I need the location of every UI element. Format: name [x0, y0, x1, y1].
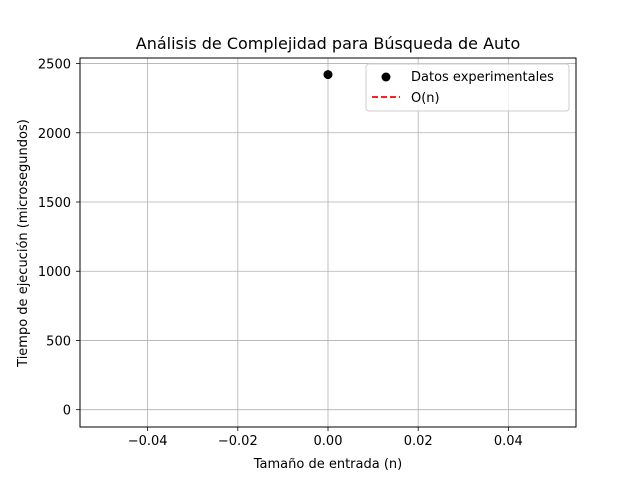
data-point — [323, 70, 333, 80]
y-axis: 0 500 1000 1500 2000 2500 — [38, 58, 80, 419]
legend-label-datos: Datos experimentales — [411, 70, 554, 85]
x-tick-label: 0.02 — [404, 434, 433, 449]
chart-title: Análisis de Complejidad para Búsqueda de… — [136, 34, 520, 53]
x-axis-label: Tamaño de entrada (n) — [253, 457, 402, 472]
series-layer — [323, 70, 333, 80]
y-axis-label: Tiempo de ejecución (microsegundos) — [16, 119, 31, 368]
x-tick-label: 0.00 — [314, 434, 343, 449]
y-tick-label: 2500 — [38, 58, 71, 73]
x-tick-label: −0.02 — [218, 434, 258, 449]
legend: Datos experimentales O(n) — [365, 63, 570, 112]
y-tick-label: 1500 — [38, 196, 71, 211]
legend-label-on: O(n) — [411, 91, 440, 106]
x-axis: −0.04 −0.02 0.00 0.02 0.04 — [128, 427, 523, 449]
legend-marker-datos — [381, 72, 391, 82]
y-tick-label: 2000 — [38, 127, 71, 142]
y-tick-label: 500 — [46, 334, 71, 349]
x-tick-label: −0.04 — [128, 434, 168, 449]
y-tick-label: 1000 — [38, 265, 71, 280]
y-tick-label: 0 — [63, 404, 71, 419]
legend-frame — [365, 63, 570, 112]
x-tick-label: 0.04 — [494, 434, 523, 449]
